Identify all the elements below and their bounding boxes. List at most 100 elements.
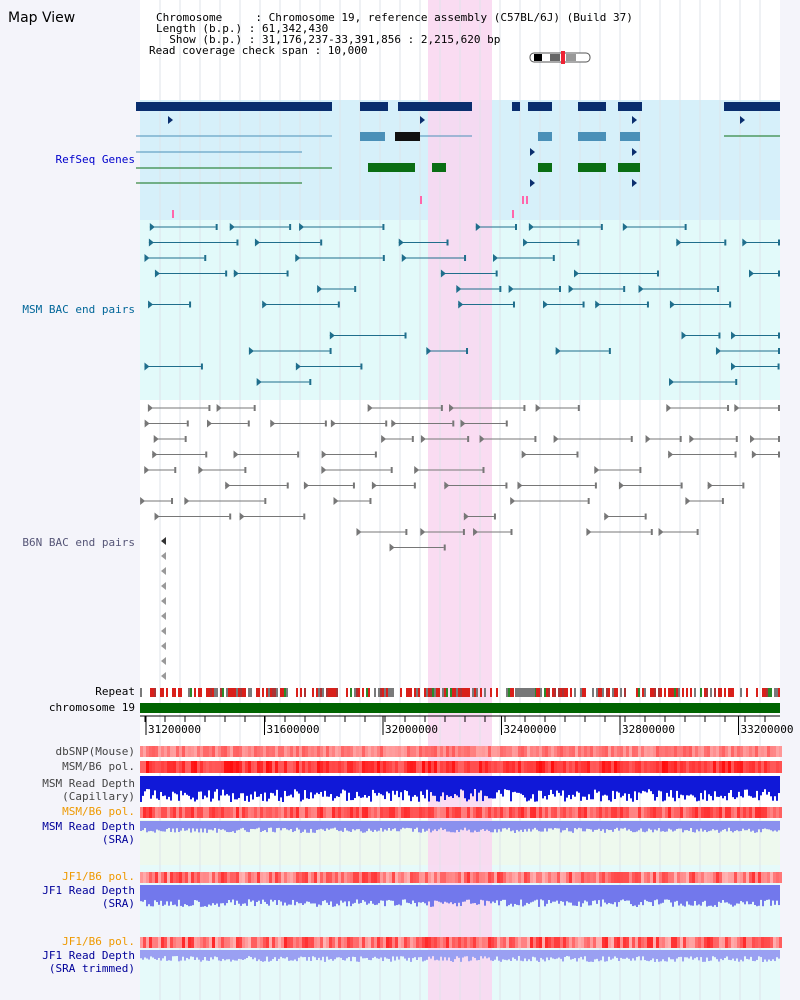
depth-bar [286,821,288,830]
depth-bar [426,950,428,960]
repeat-mark [216,688,218,697]
track-label-msm-depth-sra[interactable]: MSM Read Depth [42,820,135,833]
heat-cell [353,807,356,818]
depth-bar [278,821,280,828]
depth-bar [704,885,706,901]
repeat-mark [438,688,440,697]
repeat-mark [756,688,758,697]
depth-bar [530,776,532,799]
depth-bar [682,885,684,906]
heat-cell [575,746,578,757]
depth-bar [424,950,426,961]
heat-cell [227,807,230,818]
heat-cell [341,807,344,818]
depth-bar [746,950,748,959]
depth-bar [432,821,434,831]
depth-bar [296,885,298,902]
depth-bar [464,885,466,902]
depth-bar [536,776,538,802]
right-margin [780,0,800,1000]
heat-cell [422,807,425,818]
depth-bar [262,776,264,801]
depth-bar [152,885,154,907]
heat-cell [521,872,524,883]
heat-cell [140,807,143,818]
track-label-msm-b6-pol-2[interactable]: MSM/B6 pol. [62,805,135,818]
depth-bar [270,885,272,900]
heat-cell [401,937,404,948]
heat-cell [425,761,428,773]
bac-end-marker [735,379,738,385]
depth-bar [634,885,636,906]
track-label-msm-bac[interactable]: MSM BAC end pairs [22,303,135,316]
depth-bar [680,821,682,829]
track-label-dbsnp[interactable]: dbSNP(Mouse) [55,745,135,758]
heat-cell [401,761,404,773]
depth-bar [160,950,162,961]
depth-bar [290,885,292,905]
depth-bar [450,950,452,962]
depth-bar [630,776,632,799]
heat-cell [308,807,311,818]
heat-cell [575,872,578,883]
heat-cell [473,746,476,757]
depth-bar [178,776,180,801]
heat-cell [728,807,731,818]
heat-cell [266,807,269,818]
depth-bar [328,776,330,797]
heat-cell [401,872,404,883]
depth-bar [744,885,746,905]
depth-bar [378,885,380,904]
track-label-b6n-bac[interactable]: B6N BAC end pairs [22,536,135,549]
depth-bar [504,776,506,790]
depth-bar [586,821,588,829]
depth-bar [262,821,264,831]
heat-cell [695,872,698,883]
track-label-refseq[interactable]: RefSeq Genes [55,153,135,166]
heat-cell [527,807,530,818]
depth-bar [396,950,398,957]
depth-bar [434,776,436,796]
heat-cell [284,807,287,818]
depth-bar [186,776,188,795]
bac-end-marker [622,223,628,231]
track-label-jf1-b6-pol-1[interactable]: JF1/B6 pol. [62,870,135,883]
heat-cell [680,937,683,948]
depth-bar [152,821,154,832]
repeat-mark [226,688,228,697]
repeat-mark [466,688,468,697]
track-label-jf1-depth-trim[interactable]: JF1 Read Depth [42,949,135,962]
heat-cell [272,937,275,948]
heat-cell [158,872,161,883]
track-label-msm-b6-pol-1[interactable]: MSM/B6 pol. [62,760,135,773]
depth-bar [764,885,766,901]
heat-cell [683,761,686,773]
track-label-jf1-b6-pol-2[interactable]: JF1/B6 pol. [62,935,135,948]
bac-end-marker [200,363,203,370]
depth-bar [166,821,168,830]
bac-end-marker [734,451,737,458]
track-label-jf1-depth-sra[interactable]: JF1 Read Depth [42,884,135,897]
depth-bar [560,821,562,833]
depth-bar [560,885,562,902]
heat-cell [641,761,644,773]
bac-end-marker [208,405,211,411]
heat-cell [242,872,245,883]
track-label-repeat[interactable]: Repeat [95,685,135,698]
heat-cell [362,761,365,773]
depth-bar [456,821,458,831]
repeat-mark [608,688,610,697]
depth-bar [314,776,316,795]
depth-bar [394,950,396,961]
depth-bar [524,885,526,906]
heat-cell [161,761,164,773]
depth-bar [736,950,738,959]
track-label-msm-depth-cap[interactable]: MSM Read Depth [42,777,135,790]
bac-end-marker [161,567,166,575]
depth-bar [278,885,280,901]
depth-bar [638,950,640,957]
heat-cell [620,761,623,773]
depth-bar [446,776,448,796]
heat-cell [755,761,758,773]
heat-cell [452,761,455,773]
